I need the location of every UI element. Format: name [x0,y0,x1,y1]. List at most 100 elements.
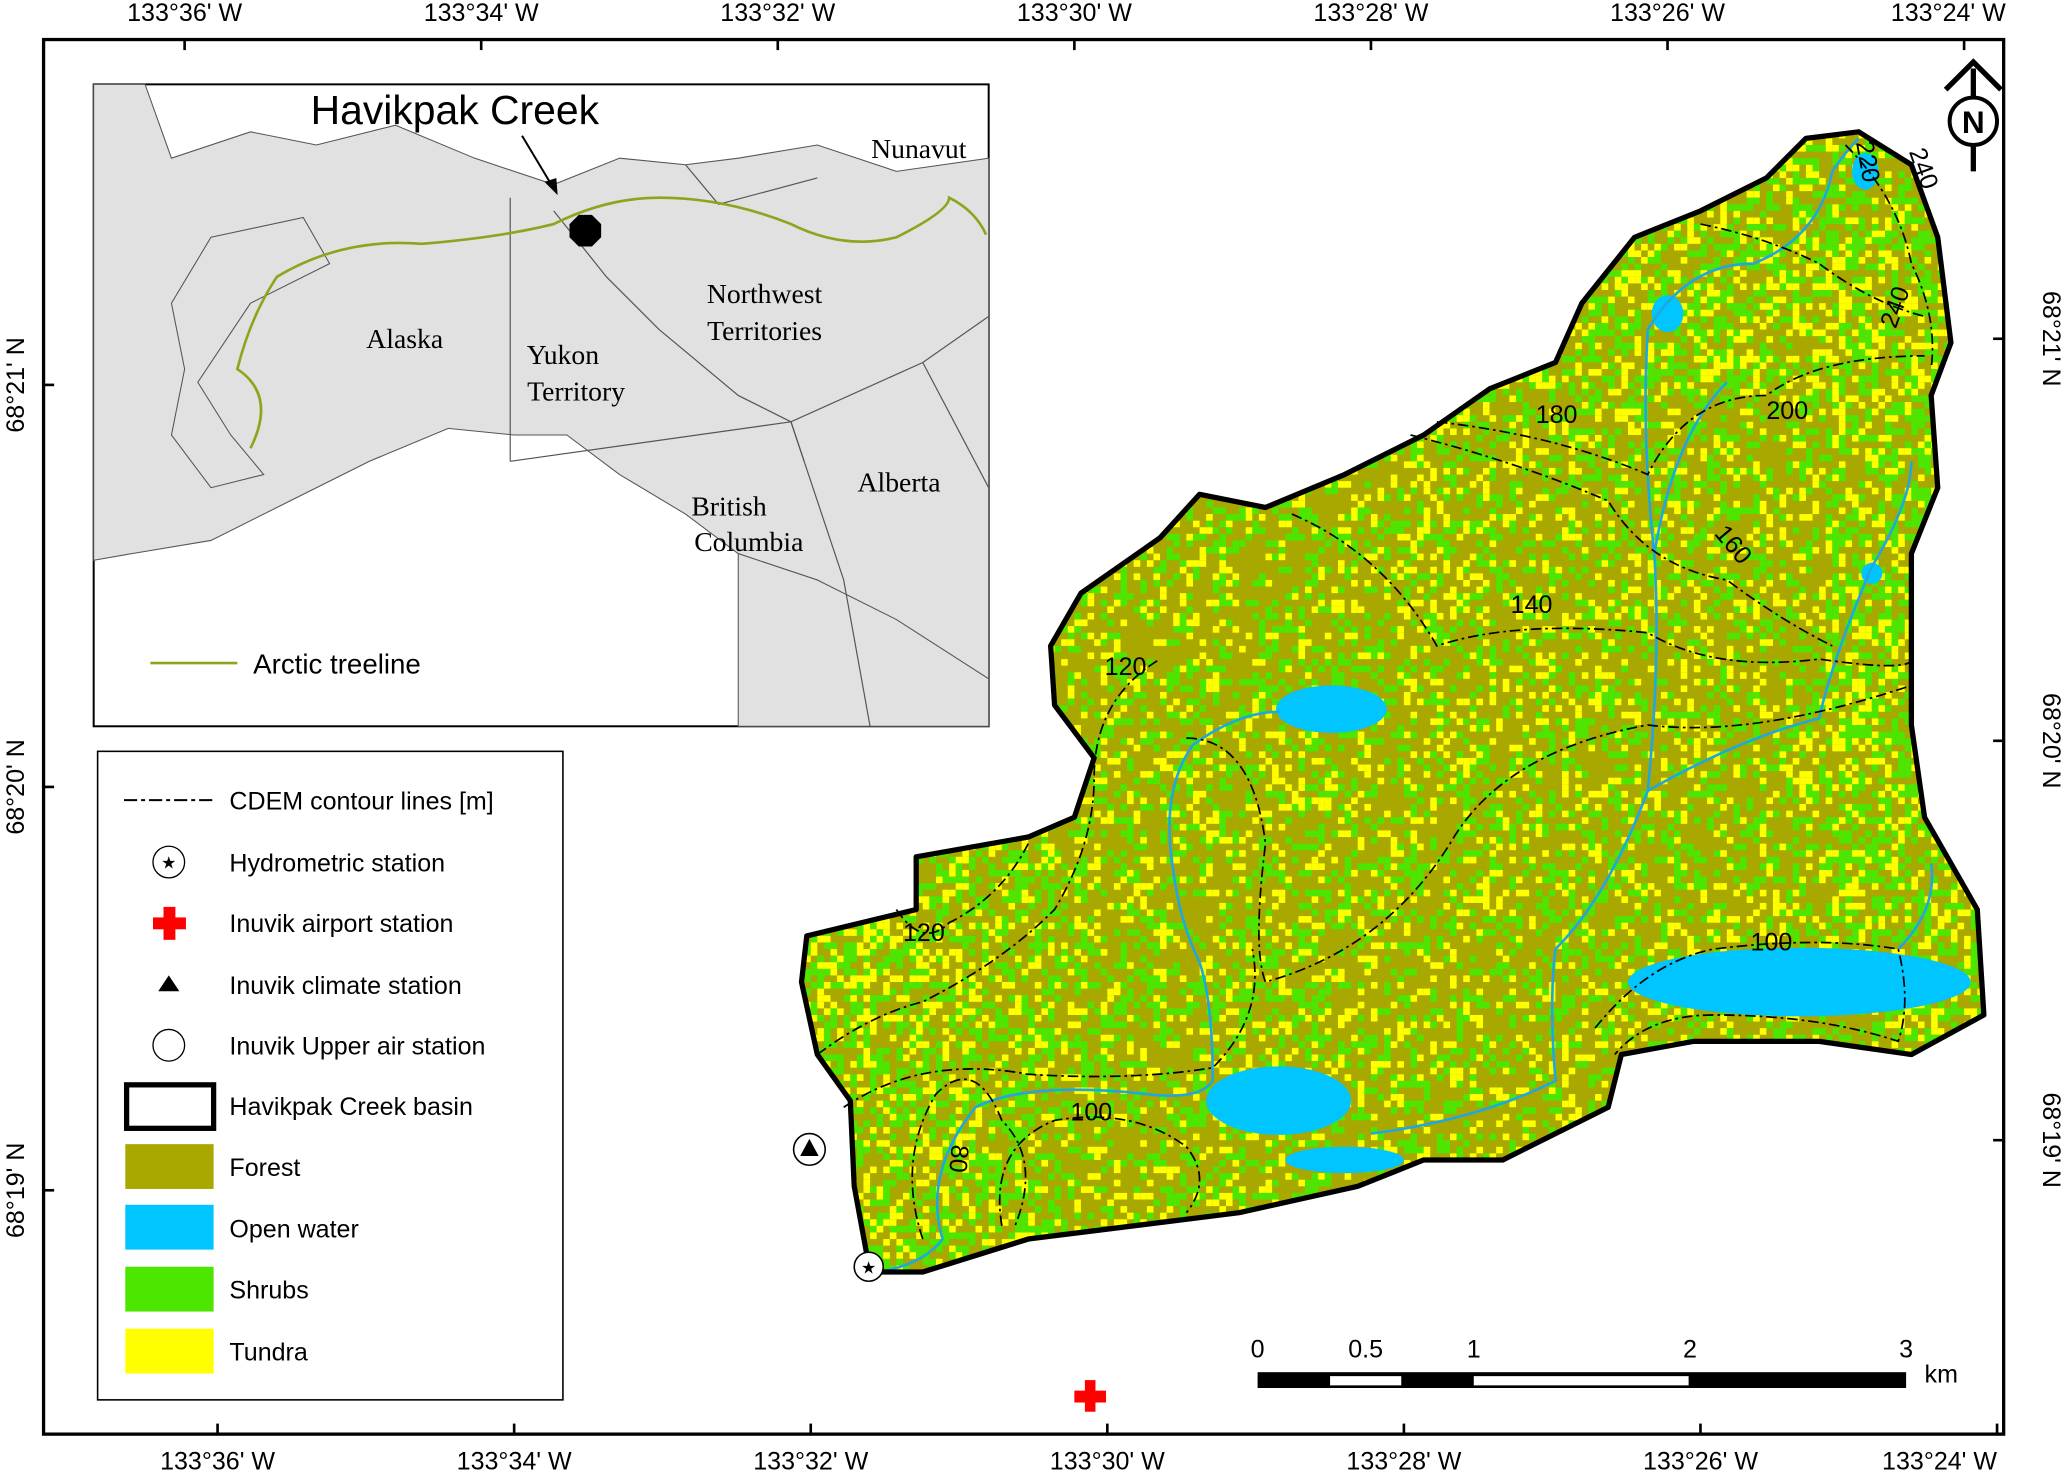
legend-label: Tundra [229,1338,307,1366]
inuvik-climate-station[interactable] [792,1132,827,1167]
region-label: Alberta [858,467,941,498]
inuvik-airport-station[interactable] [1074,1380,1106,1412]
contour-label: 140 [1511,591,1553,619]
contour-line [1291,513,1913,667]
contour-lines [816,144,1934,1240]
stream [876,710,1279,1274]
lake [1651,295,1684,333]
north-arrow: N [1943,58,2003,172]
bottom-axis-label: 133°36' W [160,1448,275,1475]
region-label: British [691,490,767,521]
contour-line [911,1078,1027,1240]
contour-line [1186,684,1912,984]
bottom-axis-label: 133°24' W [1882,1448,1997,1475]
right-axis-label: 68°19' N [2037,1092,2065,1188]
contour-label: 80 [943,1144,973,1174]
region-label: Nunavut [871,133,967,164]
contour-label: 120 [903,919,945,947]
region-label: Northwest [707,278,823,309]
bottom-axis-label: 133°30' W [1050,1448,1165,1475]
contour-line [816,658,1161,1056]
legend-label: Inuvik Upper air station [229,1033,485,1061]
contour-line [1844,144,1934,370]
contour-label: 100 [1751,928,1793,956]
legend-label: Inuvik airport station [229,910,453,938]
graticule-ticks [43,39,2004,1435]
right-axis-label: 68°21' N [2037,291,2065,387]
region-label: Territory [527,376,625,407]
bottom-axis-labels: 133°36' W 133°34' W 133°32' W 133°30' W … [160,1448,1997,1475]
treeline-legend-label: Arctic treeline [253,649,421,680]
legend-label: Hydrometric station [229,849,445,877]
scale-unit: km [1925,1361,1958,1389]
scale-tick: 1 [1467,1336,1481,1364]
circle-icon [152,1028,186,1062]
contour-label: 100 [1070,1098,1112,1126]
basin-symbol [123,1082,217,1131]
contour-line [895,843,1029,934]
legend: ★ CDEM contour lines [m] Hydrometric sta… [96,750,564,1401]
hydrometric-station[interactable]: ★ [853,1251,885,1283]
open-water [1206,152,1971,1174]
region-label: Alaska [366,323,443,354]
left-axis-label: 68°19' N [2,1143,30,1239]
scale-bar: 0 0.5 1 2 3 km [1251,1336,1958,1389]
stream [1644,137,1860,554]
legend-label: Forest [229,1154,300,1182]
lake [1627,947,1971,1017]
scale-tick: 2 [1683,1336,1697,1364]
north-label: N [1962,104,1985,140]
forest-swatch [125,1144,214,1189]
scale-tick: 0.5 [1348,1336,1383,1364]
top-axis-label: 133°30' W [1017,0,1132,27]
star-icon: ★ [861,1257,876,1277]
region-label: Yukon [527,339,599,370]
stream [1647,461,1913,793]
legend-label: Inuvik climate station [229,972,461,1000]
legend-label: Havikpak Creek basin [229,1093,472,1121]
open-water-swatch [125,1204,214,1250]
right-axis-labels: 68°21' N 68°20' N 68°19' N [2037,291,2065,1188]
left-axis-labels: 68°21' N 68°20' N 68°19' N [2,337,30,1238]
arctic-treeline [235,195,988,449]
red-cross-icon [152,906,186,940]
streams [876,137,1934,1274]
lake [1852,152,1879,190]
top-axis-labels: 133°36' W 133°34' W 133°32' W 133°30' W … [127,0,2006,27]
triangle-icon [800,1138,819,1157]
lake [1206,1066,1352,1135]
shrubs-swatch [125,1266,214,1312]
legend-label: Open water [229,1216,358,1244]
basin-outline [798,129,1987,1275]
top-axis-label: 133°24' W [1891,0,2006,27]
contour-line [1436,355,1925,476]
left-axis-label: 68°20' N [2,739,30,835]
region-label: Territories [707,315,822,346]
tundra-swatch [125,1328,214,1374]
bottom-axis-label: 133°28' W [1346,1448,1461,1475]
contour-label: 120 [1105,653,1147,681]
top-axis-label: 133°32' W [720,0,835,27]
scale-tick: 0 [1251,1336,1265,1364]
top-axis-label: 133°34' W [424,0,539,27]
scale-tick: 3 [1899,1336,1913,1364]
map-frame [41,37,2006,1436]
inset-title: Havikpak Creek [311,87,600,133]
bottom-axis-label: 133°26' W [1643,1448,1758,1475]
contour-line [998,1116,1201,1227]
contour-label: 200 [1766,397,1808,425]
lake [1276,685,1387,733]
star-icon: ★ [161,853,176,873]
arrow-icon [544,177,558,196]
contour-label: 180 [1536,401,1578,429]
bottom-axis-label: 133°32' W [753,1448,868,1475]
left-axis-label: 68°21' N [2,337,30,433]
top-axis-label: 133°26' W [1610,0,1725,27]
bottom-axis-label: 133°34' W [457,1448,572,1475]
top-axis-label: 133°36' W [127,0,242,27]
triangle-icon [158,975,180,992]
legend-label: Shrubs [229,1276,308,1304]
boundaries [509,164,990,727]
right-axis-label: 68°20' N [2037,693,2065,789]
stream [1370,381,1728,1135]
